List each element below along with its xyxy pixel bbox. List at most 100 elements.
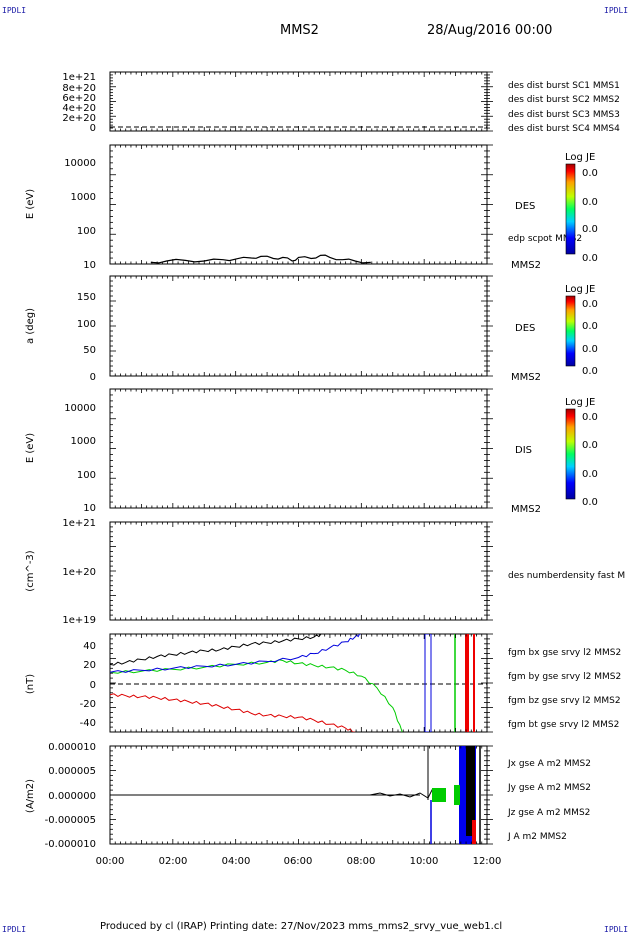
panel-frame	[109, 521, 488, 621]
y-tick-label: 0	[90, 680, 96, 691]
y-tick-label: 100	[77, 226, 96, 237]
y-tick-label: 50	[83, 345, 96, 356]
spacecraft-label: MMS2	[511, 504, 541, 515]
fgm-series-line-0	[110, 693, 356, 732]
panel-density: (cm^-3) 1e+21 1e+20 1e+19 des numberdens…	[25, 518, 625, 626]
date-title: 28/Aug/2016 00:00	[427, 23, 552, 38]
colorbar-gradient	[565, 163, 576, 255]
colorbar-title: Log JE	[565, 284, 595, 295]
current-noise	[369, 789, 437, 799]
x-tick-label: 04:00	[222, 856, 251, 867]
y-tick-label: 8e+20	[62, 83, 96, 94]
y-tick-label: 150	[77, 292, 96, 303]
y-tick-label: 1000	[71, 436, 96, 447]
y-tick-label: 10	[83, 503, 96, 514]
colorbar-tick: 0.0	[582, 168, 598, 179]
legend-bz: fgm bz gse srvy l2 MMS2	[508, 696, 621, 706]
legend-mms3: des dist burst SC3 MMS3	[508, 110, 620, 120]
panel-frame	[109, 388, 488, 509]
ipdl-tag-top-right: IPDLI	[604, 6, 628, 15]
y-tick-label: 2e+20	[62, 113, 96, 124]
colorbar-tick: 0.0	[582, 497, 598, 508]
instrument-label: DES	[515, 201, 535, 212]
legend-bx: fgm bx gse srvy l2 MMS2	[508, 648, 621, 658]
panel-current: (A/m2) 0.000010 0.000005 0.000000 -0.000…	[25, 742, 591, 850]
y-tick-label: 4e+20	[62, 103, 96, 114]
y-tick-label: 10000	[64, 158, 96, 169]
colorbar-tick: 0.0	[582, 197, 598, 208]
x-tick-label: 00:00	[96, 856, 125, 867]
panel-frame	[109, 275, 488, 377]
panel-fgm: (nT) 40 20 0 -20 -40 fgm bx gse srvy l2 …	[25, 633, 621, 733]
colorbar-tick: 0.0	[582, 469, 598, 480]
panel-des-dist-burst: 1e+21 8e+20 6e+20 4e+20 2e+20 0 des dist…	[62, 71, 620, 134]
x-tick-label: 08:00	[347, 856, 376, 867]
y-tick-label: 0.000000	[48, 791, 96, 802]
fgm-spike-blue	[424, 634, 432, 732]
footer-text: Produced by cl (IRAP) Printing date: 27/…	[100, 921, 502, 932]
panel-frame	[109, 71, 488, 132]
y-tick-label: 1000	[71, 192, 96, 203]
legend-jy: Jy gse A m2 MMS2	[507, 783, 591, 793]
colorbar-tick: 0.0	[582, 299, 598, 310]
y-tick-label: 1e+21	[62, 518, 96, 529]
ipdl-tag-bottom-left: IPDLI	[2, 925, 26, 934]
y-tick-label: 10000	[64, 403, 96, 414]
y-axis-label: a (deg)	[25, 308, 36, 344]
y-tick-label: 0	[90, 123, 96, 134]
panel-dis-energy: E (eV) 10000 1000 100 10 DIS MMS2	[25, 388, 541, 515]
spacecraft-label: MMS2	[511, 372, 541, 383]
current-burst-black	[466, 746, 475, 836]
y-axis-label: (cm^-3)	[25, 550, 36, 591]
colorbar-dis-energy: Log JE 0.0 0.0 0.0 0.0	[565, 397, 598, 508]
ipdl-tag-bottom-right: IPDLI	[604, 925, 628, 934]
legend-bt: fgm bt gse srvy l2 MMS2	[508, 720, 619, 730]
y-tick-label: 100	[77, 319, 96, 330]
current-burst-red	[472, 820, 476, 844]
legend-mms4: des dist burst SC4 MMS4	[508, 124, 620, 134]
y-tick-label: 6e+20	[62, 93, 96, 104]
y-tick-label: -40	[80, 718, 96, 729]
legend-jx: Jx gse A m2 MMS2	[507, 759, 591, 769]
fgm-spike-red	[465, 634, 469, 732]
legend-mms2: des dist burst SC2 MMS2	[508, 95, 620, 105]
x-axis: 00:00 02:00 04:00 06:00 08:00 10:00 12:0…	[96, 856, 502, 867]
panel-des-energy: E (eV) 10000 1000 100 10 DES edp scpot M…	[25, 144, 582, 271]
colorbar-tick: 0.0	[582, 253, 598, 264]
colorbar-gradient	[565, 295, 576, 367]
axis-ticks	[109, 71, 493, 845]
y-tick-label: 0	[90, 372, 96, 383]
y-tick-label: 0.000005	[48, 766, 96, 777]
y-axis-label: E (eV)	[25, 189, 36, 219]
legend-jz: Jz gse A m2 MMS2	[507, 808, 590, 818]
panel-des-pitch: a (deg) 150 100 50 0 DES MMS2	[25, 275, 541, 383]
colorbar-title: Log JE	[565, 152, 595, 163]
y-tick-label: -0.000005	[45, 815, 96, 826]
x-tick-label: 10:00	[410, 856, 439, 867]
current-burst-green	[432, 788, 446, 802]
legend-by: fgm by gse srvy l2 MMS2	[508, 672, 621, 682]
y-axis-label: (nT)	[25, 674, 36, 694]
y-tick-label: 100	[77, 470, 96, 481]
fgm-series-line-2	[110, 634, 362, 673]
colorbar-title: Log JE	[565, 397, 595, 408]
spacecraft-title: MMS2	[280, 23, 319, 38]
ipdl-tag-top-left: IPDLI	[2, 6, 26, 15]
x-tick-label: 12:00	[473, 856, 502, 867]
overlay-label: edp scpot MMS2	[508, 234, 582, 244]
colorbar-tick: 0.0	[582, 344, 598, 355]
colorbar-des-energy: Log JE 0.0 0.0 0.0 0.0	[565, 152, 598, 264]
legend-j: J A m2 MMS2	[507, 832, 567, 842]
y-axis-label: E (eV)	[25, 433, 36, 463]
y-tick-label: 1e+21	[62, 72, 96, 83]
colorbar-tick: 0.0	[582, 321, 598, 332]
colorbar-gradient	[565, 408, 576, 500]
fgm-series-line-1	[110, 659, 403, 732]
spacecraft-label: MMS2	[511, 260, 541, 271]
panel-frame	[109, 144, 488, 265]
y-tick-label: 1e+19	[62, 615, 96, 626]
colorbar-tick: 0.0	[582, 412, 598, 423]
scpot-overlay-line	[150, 254, 371, 264]
y-tick-label: 20	[83, 660, 96, 671]
y-tick-label: -20	[80, 699, 96, 710]
